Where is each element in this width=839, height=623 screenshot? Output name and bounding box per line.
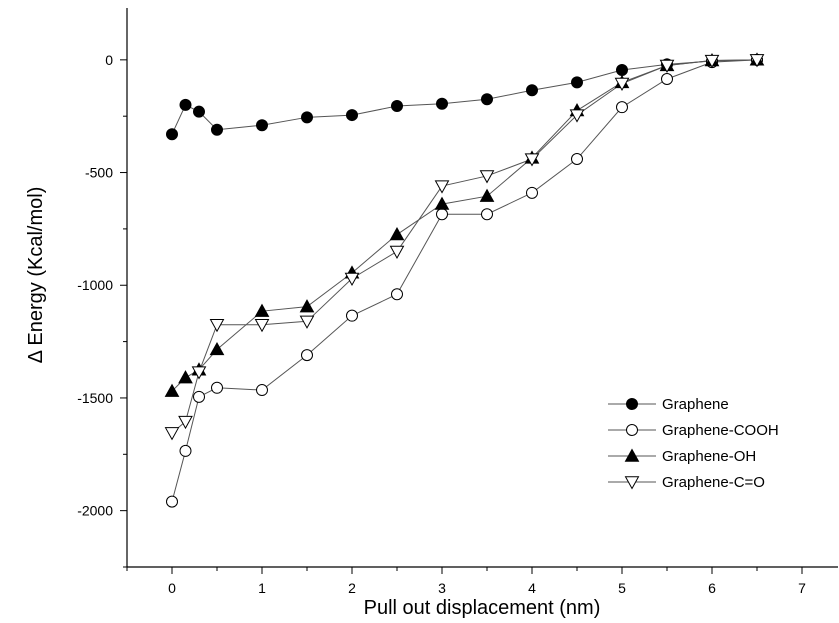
y-tick-label: -2000: [77, 503, 113, 519]
data-point: [179, 444, 192, 457]
data-point: [166, 495, 178, 508]
data-point: [254, 303, 270, 317]
series-lines: [171, 59, 758, 502]
data-point: [571, 153, 583, 166]
data-point: [391, 100, 403, 113]
data-point: [571, 76, 583, 89]
data-point: [256, 384, 268, 397]
data-point: [661, 73, 673, 86]
y-tick-label: -500: [85, 165, 113, 181]
data-point: [209, 341, 225, 356]
data-point: [524, 153, 540, 167]
x-tick-label: 7: [798, 580, 806, 596]
legend-marker: [626, 424, 638, 436]
data-point: [526, 186, 538, 199]
series-line: [171, 59, 758, 135]
y-axis-title: Δ Energy (Kcal/mol): [25, 187, 47, 364]
series-markers: [164, 52, 765, 508]
data-point: [616, 101, 628, 114]
x-axis-title: Pull out displacement (nm): [364, 597, 601, 619]
series-line: [171, 59, 758, 434]
x-tick-label: 1: [258, 580, 266, 596]
data-point: [193, 105, 205, 118]
data-point: [211, 381, 223, 394]
x-tick-label: 6: [708, 580, 716, 596]
data-point: [179, 98, 192, 111]
data-point: [193, 390, 205, 403]
data-point: [526, 84, 538, 97]
y-tick-label: -1500: [77, 390, 113, 406]
data-point: [299, 315, 315, 329]
x-tick-label: 4: [528, 580, 536, 596]
data-point: [436, 97, 448, 110]
legend-marker: [624, 476, 640, 490]
data-point: [481, 208, 493, 221]
legend: Graphene Graphene-COOH Graphene-OH Graphene…: [608, 396, 779, 491]
x-tick-label: 0: [168, 580, 176, 596]
data-point: [614, 77, 630, 92]
data-point: [299, 299, 315, 313]
data-point: [479, 188, 495, 202]
data-point: [391, 288, 403, 301]
data-point: [389, 227, 405, 241]
data-point: [389, 245, 405, 259]
data-point: [659, 59, 675, 74]
data-point: [344, 272, 360, 287]
legend-label: Graphene-COOH: [662, 422, 779, 439]
data-point: [436, 208, 448, 221]
data-point: [178, 370, 193, 384]
data-point: [178, 415, 193, 430]
legend-label: Graphene: [662, 396, 729, 413]
data-point: [209, 318, 225, 333]
legend-label: Graphene-OH: [662, 448, 756, 465]
data-point: [434, 180, 450, 194]
data-point: [166, 128, 178, 141]
data-point: [479, 170, 495, 184]
legend-marker: [626, 398, 638, 410]
data-point: [616, 63, 628, 76]
y-tick-label: 0: [105, 52, 113, 68]
data-point: [254, 318, 270, 333]
data-point: [346, 309, 358, 322]
x-tick-label: 5: [618, 580, 626, 596]
data-point: [191, 366, 207, 380]
data-point: [164, 383, 180, 397]
data-point: [256, 119, 268, 132]
data-point: [704, 54, 720, 69]
data-point: [569, 109, 585, 123]
y-tick-label: -1000: [77, 277, 113, 293]
data-point: [211, 123, 223, 136]
data-point: [346, 109, 358, 122]
legend-label: Graphene-C=O: [662, 474, 765, 491]
data-point: [749, 54, 765, 68]
series-line: [171, 59, 758, 502]
series-line: [171, 59, 758, 392]
legend-marker: [624, 448, 640, 462]
data-point: [434, 196, 450, 210]
axes: 0 1 2 3 4 5 6 7 0 -500 -1000 -1500 -2000: [77, 8, 838, 596]
data-point: [301, 111, 313, 124]
x-tick-label: 2: [348, 580, 356, 596]
data-point: [481, 93, 493, 106]
x-tick-label: 3: [438, 580, 446, 596]
data-point: [301, 349, 313, 362]
data-point: [164, 427, 180, 441]
